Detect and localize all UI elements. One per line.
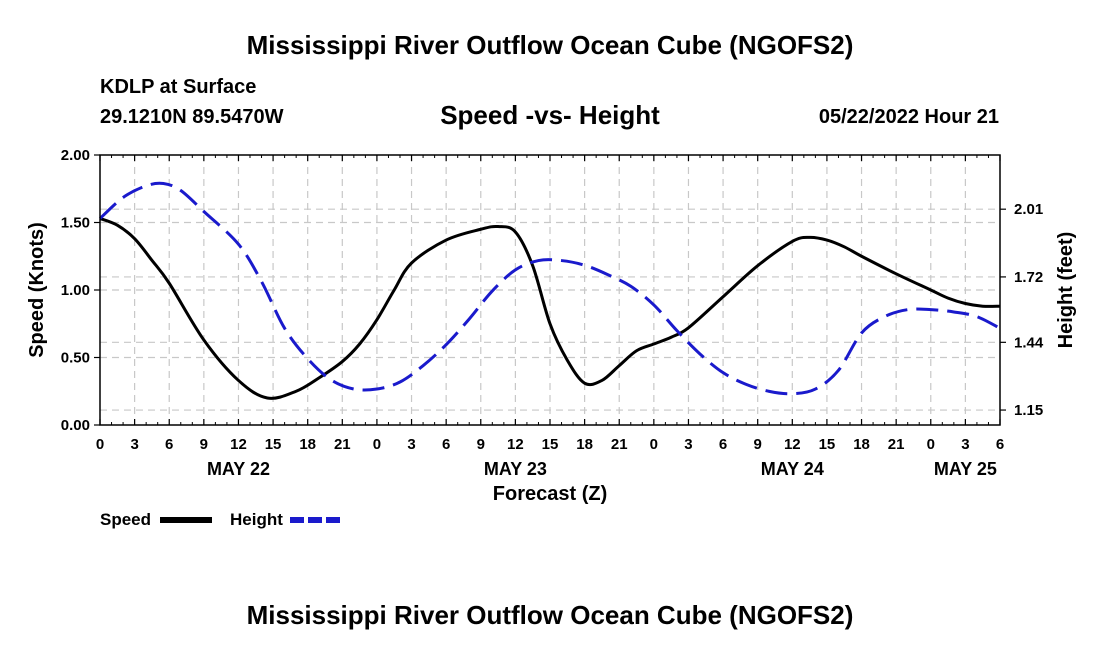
y2-tick-label: 1.44	[1014, 334, 1044, 351]
forecast-datetime: 05/22/2022 Hour 21	[818, 106, 999, 128]
axes: 0 3 6 9 12 15 18 21 0 3 6 9 12 15 18 21 0 3 6 9 12 15 18 21 0 3 6 M…	[61, 147, 1044, 479]
footer-title: Mississippi River Outflow Ocean Cube (NG…	[246, 600, 854, 630]
y-tick-label: 2.00	[61, 147, 90, 164]
series-layer	[98, 181, 1001, 400]
date-label: MAY 22	[207, 459, 270, 479]
x-tick-label: 9	[200, 436, 208, 453]
x-tick-label: 12	[507, 436, 524, 453]
x-tick-label: 21	[611, 436, 628, 453]
y-axis-label: Speed (Knots)	[26, 222, 48, 358]
series-line-speed	[99, 217, 1001, 400]
x-tick-label: 6	[719, 436, 727, 453]
x-tick-label: 3	[407, 436, 415, 453]
x-tick-label: 21	[334, 436, 351, 453]
legend: Speed Height	[100, 510, 342, 529]
station-label: KDLP at Surface	[100, 76, 257, 98]
x-tick-label: 12	[230, 436, 247, 453]
x-tick-label: 18	[299, 436, 316, 453]
coordinates-label: 29.1210N 89.5470W	[100, 106, 284, 128]
date-label: MAY 24	[761, 459, 824, 479]
x-tick-label: 12	[784, 436, 801, 453]
y-tick-label: 1.00	[61, 282, 90, 299]
y2-tick-label: 1.72	[1014, 269, 1043, 286]
y2-axis-label: Height (feet)	[1055, 232, 1077, 349]
y-tick-label: 0.00	[61, 417, 90, 434]
x-tick-label: 15	[819, 436, 836, 453]
y-tick-label: 0.50	[61, 350, 90, 367]
x-tick-label: 9	[754, 436, 762, 453]
series-line-height	[98, 181, 1001, 396]
x-tick-label: 0	[927, 436, 935, 453]
x-tick-label: 0	[96, 436, 104, 453]
x-tick-label: 6	[996, 436, 1004, 453]
date-label: MAY 23	[484, 459, 547, 479]
x-tick-label: 3	[961, 436, 969, 453]
x-tick-label: 15	[542, 436, 559, 453]
x-tick-label: 18	[576, 436, 593, 453]
y2-tick-label: 1.15	[1014, 402, 1043, 419]
x-tick-label: 9	[477, 436, 485, 453]
chart-subtitle: Speed -vs- Height	[440, 100, 660, 130]
x-tick-label: 3	[684, 436, 692, 453]
grid	[100, 155, 1000, 425]
x-tick-label: 21	[888, 436, 905, 453]
date-label: MAY 25	[934, 459, 997, 479]
x-tick-label: 0	[650, 436, 658, 453]
x-tick-label: 0	[373, 436, 381, 453]
x-tick-label: 6	[165, 436, 173, 453]
legend-label-speed: Speed	[100, 510, 151, 529]
x-tick-label: 15	[265, 436, 282, 453]
x-tick-label: 18	[853, 436, 870, 453]
y-tick-label: 1.50	[61, 215, 90, 232]
chart-title: Mississippi River Outflow Ocean Cube (NG…	[246, 30, 854, 60]
x-tick-label: 6	[442, 436, 450, 453]
x-axis-label: Forecast (Z)	[493, 483, 607, 505]
y2-tick-label: 2.01	[1014, 201, 1043, 218]
legend-label-height: Height	[230, 510, 283, 529]
x-tick-label: 3	[130, 436, 138, 453]
